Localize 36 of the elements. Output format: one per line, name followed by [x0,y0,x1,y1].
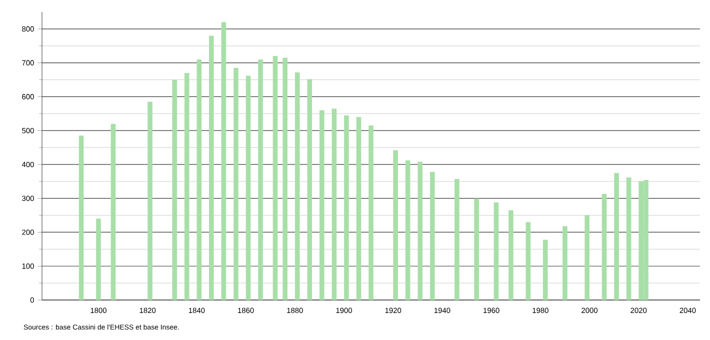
bar [110,124,116,300]
bar [526,222,531,300]
bar [96,218,101,300]
bar [221,22,226,300]
bar [542,240,548,300]
bar [294,72,300,300]
bar [272,56,278,300]
bar [209,36,214,300]
bar [474,198,479,300]
bar [234,68,238,300]
bar [393,150,398,300]
bar [368,126,374,300]
bar [196,59,202,300]
bar [148,102,152,300]
bar [307,79,312,300]
bar [332,108,337,300]
bar [418,162,423,300]
bar [562,226,568,300]
bar [184,72,190,300]
bar [626,177,632,300]
bar [508,210,514,300]
bar [246,76,251,300]
bar [282,58,288,300]
bar [494,202,499,300]
bar [344,115,349,300]
bar [320,110,324,300]
bar [430,172,435,300]
bar [602,194,607,300]
bar [78,136,84,300]
bar [172,80,177,300]
bar [614,172,619,300]
bar [454,179,460,300]
bar [258,59,263,300]
bar [405,160,410,300]
bar [356,117,362,300]
bar [584,215,590,300]
